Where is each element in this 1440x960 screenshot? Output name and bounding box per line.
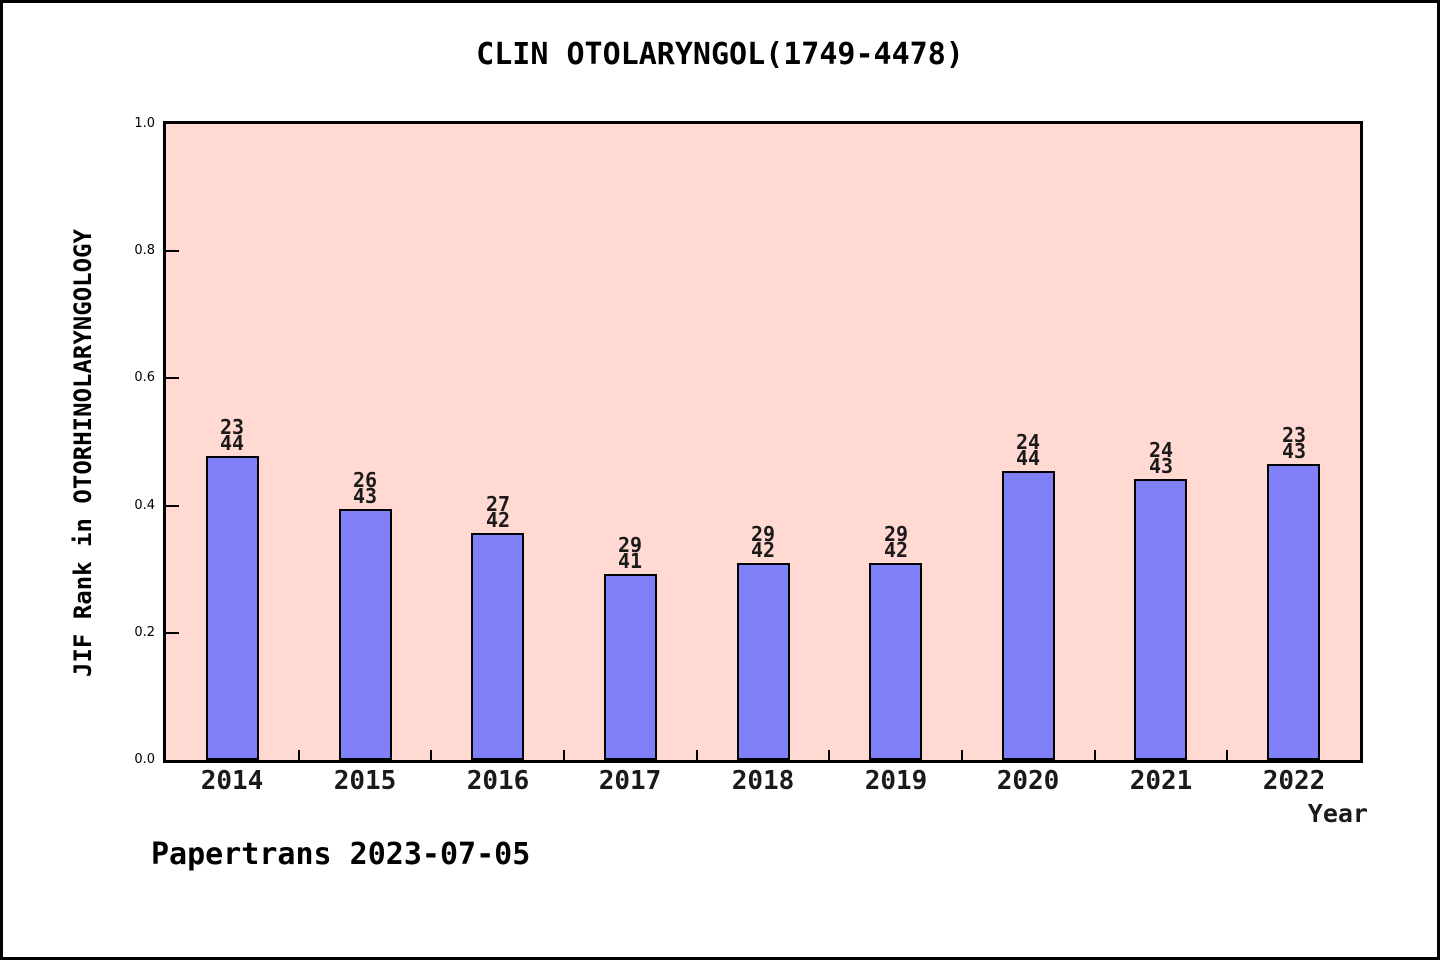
y-tick-mark	[166, 250, 179, 253]
y-tick-label: 0.2	[134, 624, 155, 640]
bar-value-label-2014: 23 44	[219, 415, 245, 455]
bar-2014	[206, 456, 259, 760]
footer-watermark: Papertrans 2023-07-05	[151, 837, 531, 872]
x-tick-label-2020: 2020	[996, 766, 1060, 796]
bar-2022	[1267, 464, 1320, 760]
bar-value-label-2017: 29 41	[617, 533, 643, 573]
chart-title: CLIN OTOLARYNGOL(1749-4478)	[476, 37, 964, 72]
y-tick-mark	[166, 504, 179, 507]
x-tick-label-2018: 2018	[731, 766, 795, 796]
x-tick-label-2022: 2022	[1262, 766, 1326, 796]
x-tick-label-2019: 2019	[864, 766, 928, 796]
x-tick-label-2015: 2015	[333, 766, 397, 796]
bar-value-label-2021: 24 43	[1148, 438, 1174, 478]
bar-value-label-2015: 26 43	[352, 468, 378, 508]
bar-2020	[1002, 471, 1055, 760]
x-tick-mark	[297, 750, 300, 760]
bar-value-label-2020: 24 44	[1015, 430, 1041, 470]
bar-2021	[1134, 479, 1187, 760]
bar-2016	[471, 533, 524, 760]
y-tick-label: 0.6	[134, 370, 155, 386]
x-tick-mark	[563, 750, 565, 760]
x-tick-mark	[1093, 750, 1096, 760]
x-tick-mark	[430, 750, 433, 760]
bar-value-label-2018: 29 42	[750, 522, 776, 562]
bar-2018	[737, 563, 790, 760]
bar-2015	[339, 509, 392, 760]
x-tick-label-2021: 2021	[1129, 766, 1193, 796]
plot-area: 23 44 26 43 27 42 29 41 29 42 29 42 24 44 24 43…	[163, 121, 1363, 763]
x-tick-mark	[1226, 750, 1229, 760]
y-tick-label: 1.0	[134, 116, 155, 131]
bar-2017	[604, 574, 657, 760]
y-axis-label: JIF Rank in OTORHINOLARYNGOLOGY	[69, 229, 97, 677]
bar-2019	[869, 563, 922, 760]
y-tick-label: 0.0	[134, 752, 155, 767]
y-tick-mark	[166, 631, 179, 634]
x-axis-label: Year	[1307, 799, 1368, 828]
y-tick-label: 0.4	[134, 497, 155, 513]
x-tick-mark	[961, 750, 963, 760]
x-tick-mark	[695, 750, 698, 760]
x-tick-label-2016: 2016	[466, 766, 530, 796]
x-tick-label-2014: 2014	[200, 766, 264, 796]
x-tick-mark	[828, 750, 831, 760]
y-tick-label: 0.8	[134, 243, 155, 259]
bar-value-label-2016: 27 42	[485, 492, 511, 532]
y-tick-mark	[166, 377, 179, 380]
bar-value-label-2022: 23 43	[1281, 423, 1307, 463]
x-tick-label-2017: 2017	[598, 766, 662, 796]
bar-value-label-2019: 29 42	[883, 522, 909, 562]
